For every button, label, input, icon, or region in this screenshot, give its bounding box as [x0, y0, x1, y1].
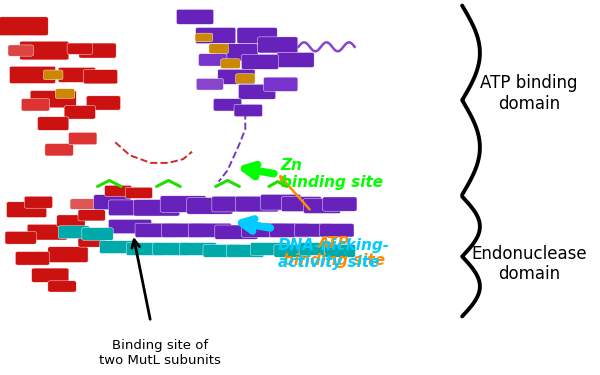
- FancyBboxPatch shape: [227, 244, 264, 257]
- FancyBboxPatch shape: [324, 244, 355, 257]
- FancyBboxPatch shape: [269, 223, 310, 237]
- FancyBboxPatch shape: [126, 243, 163, 255]
- FancyBboxPatch shape: [215, 225, 258, 239]
- FancyBboxPatch shape: [274, 244, 311, 257]
- FancyBboxPatch shape: [64, 106, 95, 119]
- FancyBboxPatch shape: [30, 91, 76, 108]
- FancyBboxPatch shape: [179, 243, 217, 255]
- FancyBboxPatch shape: [100, 241, 137, 254]
- FancyBboxPatch shape: [134, 200, 179, 216]
- Text: DNA-nicking-
activity site: DNA-nicking- activity site: [278, 238, 390, 270]
- FancyBboxPatch shape: [7, 202, 47, 217]
- FancyBboxPatch shape: [45, 144, 73, 156]
- FancyBboxPatch shape: [8, 45, 34, 56]
- FancyBboxPatch shape: [24, 196, 53, 208]
- FancyBboxPatch shape: [5, 231, 37, 244]
- FancyBboxPatch shape: [236, 74, 255, 84]
- FancyBboxPatch shape: [277, 53, 314, 68]
- FancyBboxPatch shape: [109, 200, 152, 216]
- FancyBboxPatch shape: [27, 224, 67, 240]
- FancyBboxPatch shape: [16, 252, 50, 265]
- FancyBboxPatch shape: [234, 104, 262, 117]
- FancyBboxPatch shape: [153, 243, 190, 255]
- FancyBboxPatch shape: [263, 77, 298, 92]
- FancyBboxPatch shape: [78, 236, 105, 247]
- FancyBboxPatch shape: [295, 224, 332, 237]
- FancyBboxPatch shape: [281, 196, 322, 211]
- FancyBboxPatch shape: [32, 268, 69, 282]
- FancyBboxPatch shape: [160, 196, 206, 212]
- FancyBboxPatch shape: [257, 37, 298, 53]
- FancyBboxPatch shape: [58, 226, 89, 238]
- FancyBboxPatch shape: [199, 54, 227, 66]
- Text: ATP binding
domain: ATP binding domain: [480, 74, 578, 113]
- FancyBboxPatch shape: [299, 243, 334, 255]
- FancyBboxPatch shape: [94, 195, 131, 210]
- FancyBboxPatch shape: [10, 66, 56, 84]
- FancyBboxPatch shape: [250, 243, 287, 255]
- FancyBboxPatch shape: [0, 17, 48, 36]
- FancyBboxPatch shape: [304, 198, 341, 213]
- FancyBboxPatch shape: [241, 54, 278, 69]
- FancyBboxPatch shape: [212, 196, 255, 212]
- FancyBboxPatch shape: [203, 244, 240, 257]
- Text: Endonuclease
domain: Endonuclease domain: [471, 244, 587, 284]
- FancyBboxPatch shape: [196, 27, 236, 44]
- FancyBboxPatch shape: [48, 247, 88, 262]
- FancyBboxPatch shape: [58, 68, 95, 82]
- Text: Zn
binding site: Zn binding site: [281, 158, 383, 190]
- FancyBboxPatch shape: [135, 223, 178, 237]
- FancyBboxPatch shape: [68, 132, 97, 145]
- FancyBboxPatch shape: [214, 99, 242, 111]
- FancyBboxPatch shape: [104, 185, 132, 196]
- FancyBboxPatch shape: [86, 96, 121, 110]
- FancyBboxPatch shape: [188, 223, 232, 237]
- FancyBboxPatch shape: [195, 33, 213, 42]
- FancyBboxPatch shape: [236, 196, 278, 212]
- FancyBboxPatch shape: [83, 70, 118, 84]
- FancyBboxPatch shape: [79, 43, 116, 58]
- FancyBboxPatch shape: [21, 99, 50, 111]
- FancyBboxPatch shape: [176, 9, 214, 24]
- FancyBboxPatch shape: [48, 281, 76, 292]
- FancyBboxPatch shape: [187, 198, 233, 214]
- Text: Binding site of
two MutL subunits: Binding site of two MutL subunits: [98, 339, 221, 367]
- Text: ATP
binding site: ATP binding site: [283, 236, 385, 268]
- FancyBboxPatch shape: [209, 44, 229, 54]
- FancyBboxPatch shape: [218, 69, 255, 84]
- FancyBboxPatch shape: [237, 27, 277, 44]
- FancyBboxPatch shape: [125, 187, 152, 198]
- FancyBboxPatch shape: [78, 210, 105, 221]
- FancyBboxPatch shape: [38, 117, 69, 130]
- FancyBboxPatch shape: [215, 44, 258, 61]
- FancyBboxPatch shape: [109, 219, 152, 234]
- FancyBboxPatch shape: [67, 43, 92, 54]
- FancyBboxPatch shape: [238, 84, 276, 99]
- FancyBboxPatch shape: [320, 224, 354, 237]
- FancyBboxPatch shape: [241, 223, 284, 237]
- FancyBboxPatch shape: [260, 194, 301, 210]
- FancyBboxPatch shape: [221, 59, 240, 69]
- FancyBboxPatch shape: [57, 215, 85, 227]
- FancyBboxPatch shape: [161, 223, 205, 237]
- FancyBboxPatch shape: [82, 228, 113, 240]
- FancyBboxPatch shape: [20, 41, 69, 60]
- FancyBboxPatch shape: [55, 89, 75, 99]
- FancyBboxPatch shape: [323, 197, 357, 211]
- FancyBboxPatch shape: [43, 70, 63, 80]
- FancyBboxPatch shape: [196, 78, 223, 90]
- FancyBboxPatch shape: [70, 199, 95, 209]
